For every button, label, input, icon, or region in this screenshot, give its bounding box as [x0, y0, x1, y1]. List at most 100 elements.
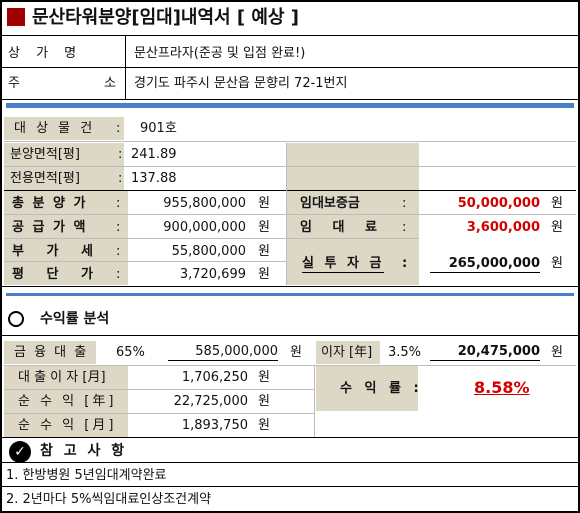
sale-area-value: 241.89 [131, 147, 177, 162]
cost-divider [286, 143, 287, 285]
loan-percent: 65% [116, 345, 145, 360]
rent-value: 3,600,000 [466, 220, 540, 235]
actual-investment-label: 실 투 자 금 [302, 256, 385, 273]
per-pyeong-value: 3,720,699 [179, 267, 246, 282]
title-bullet [7, 8, 25, 26]
supply-price-value: 900,000,000 [163, 220, 246, 235]
interest-unit: 원 [551, 345, 563, 360]
vat-value: 55,800,000 [171, 244, 246, 259]
cost-line-2 [4, 238, 419, 239]
annual-profit-label-cell [4, 390, 128, 413]
total-price-colon: : [116, 196, 121, 211]
loan-value: 585,000,000 [168, 345, 278, 361]
loan-label-cell [4, 341, 96, 364]
analysis-line-2 [4, 389, 314, 390]
cost-bottom-line [2, 286, 578, 287]
total-price-unit: 원 [258, 196, 270, 211]
property-address-label: 주 소 [8, 76, 157, 91]
exclusive-area-value: 137.88 [131, 171, 177, 186]
property-name-value: 문산프라자(준공 및 입점 완료!) [134, 46, 306, 61]
sale-area-label: 분양면적[평] [10, 147, 80, 162]
analysis-icon [8, 311, 24, 327]
notes-title: 참 고 사 항 [40, 443, 128, 459]
rent-colon: : [402, 220, 407, 235]
yield-value: 8.58% [474, 378, 530, 397]
sale-area-label-cell [4, 143, 124, 166]
analysis-bottom-line [2, 437, 578, 438]
rent-label: 임 대 료 [300, 220, 385, 235]
property-name-label: 상 가 명 [8, 46, 83, 61]
monthly-interest-label: 대 출 이 자 [月] [18, 370, 106, 385]
monthly-profit-label: 순 수 익 [月] [18, 418, 117, 433]
rent-unit: 원 [551, 220, 563, 235]
vat-colon: : [116, 244, 121, 259]
total-price-label: 총 분 양 가 [12, 196, 88, 211]
per-pyeong-unit: 원 [258, 267, 270, 282]
notes-line [2, 486, 578, 487]
note-item: 2. 2년마다 5%씩임대료인상조건계약 [6, 492, 212, 507]
annual-profit-value: 22,725,000 [173, 394, 248, 409]
loan-label: 금 융 대 출 [14, 345, 89, 360]
exclusive-area-label-cell [4, 167, 124, 190]
analysis-line-3 [4, 413, 314, 414]
page-title: 문산타워분양[임대]내역서 [ 예상 ] [32, 7, 299, 28]
analysis-title: 수익률 분석 [40, 311, 110, 327]
yield-label-cell [316, 366, 418, 411]
monthly-interest-value: 1,706,250 [181, 370, 248, 385]
analysis-line-1 [4, 365, 576, 366]
analysis-vdivider [314, 365, 315, 437]
deposit-value: 50,000,000 [457, 196, 540, 211]
yield-label: 수 익 률 : [340, 381, 423, 396]
checkmark-icon: ✓ [9, 441, 31, 463]
monthly-interest-unit: 원 [258, 370, 270, 385]
supply-price-unit: 원 [258, 220, 270, 235]
supply-price-colon: : [116, 220, 121, 235]
supply-price-label: 공 급 가 액 [12, 220, 88, 235]
annual-profit-label: 순 수 익 [年] [18, 394, 117, 409]
cost-line-3 [4, 261, 287, 262]
cost-line-1 [4, 214, 576, 215]
per-pyeong-colon: : [116, 267, 121, 282]
deposit-colon: : [402, 196, 407, 211]
details-line-3 [4, 190, 576, 191]
actual-investment-value: 265,000,000 [430, 257, 540, 273]
note-item: 1. 한방병원 5년임대계약완료 [6, 468, 167, 483]
property-bottom-line [2, 99, 578, 100]
actual-investment-unit: 원 [551, 256, 563, 271]
blue-rule [6, 103, 574, 108]
vat-label: 부 가 세 [12, 244, 102, 259]
interest-label-cell [316, 341, 380, 364]
monthly-profit-value: 1,893,750 [181, 418, 248, 433]
deposit-unit: 원 [551, 196, 563, 211]
notes-divider [2, 462, 578, 463]
exclusive-area-label: 전용면적[평] [10, 171, 80, 186]
interest-value: 20,475,000 [430, 345, 540, 361]
monthly-profit-unit: 원 [258, 418, 270, 433]
property-address-value: 경기도 파주시 문산읍 문향리 72-1번지 [134, 76, 348, 91]
loan-unit: 원 [290, 345, 302, 360]
deposit-label: 임대보증금 [300, 196, 360, 211]
unit-label: 대 상 물 건 [14, 121, 96, 136]
title-divider [2, 35, 578, 36]
sale-area-colon: : [118, 147, 123, 162]
total-price-value: 955,800,000 [163, 196, 246, 211]
per-pyeong-label: 평 단 가 [12, 267, 102, 282]
unit-label-cell [4, 117, 124, 140]
monthly-interest-label-cell [4, 366, 128, 389]
vat-unit: 원 [258, 244, 270, 259]
monthly-profit-label-cell [4, 414, 128, 437]
property-row-divider [2, 67, 578, 68]
analysis-divider [2, 335, 578, 336]
blue-rule-thin [6, 293, 574, 296]
details-line-2 [4, 166, 576, 167]
interest-percent: 3.5% [388, 345, 422, 360]
interest-label: 이자 [年] [321, 345, 373, 360]
exclusive-area-colon: : [118, 171, 123, 186]
unit-value: 901호 [140, 121, 177, 136]
property-divider [125, 36, 126, 100]
annual-profit-unit: 원 [258, 394, 270, 409]
details-line-1 [4, 141, 576, 142]
actual-investment-colon: : [402, 256, 408, 271]
unit-colon: : [116, 121, 121, 136]
